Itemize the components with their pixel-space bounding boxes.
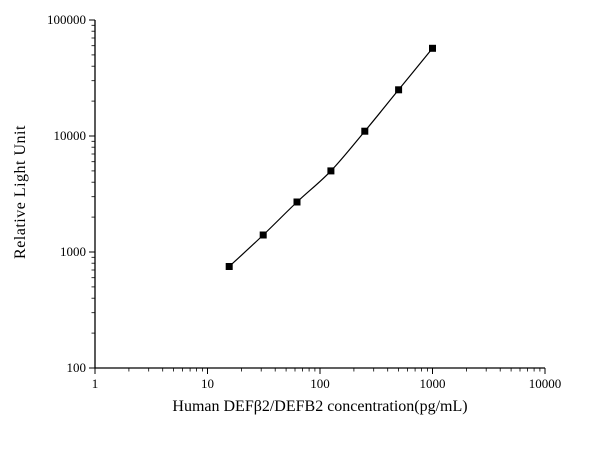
fit-curve (228, 47, 433, 267)
y-tick-label: 10000 (54, 128, 87, 143)
data-point-marker (429, 44, 436, 52)
x-tick-label: 1000 (420, 376, 446, 391)
x-tick-label: 10 (201, 376, 214, 391)
y-tick-label: 100000 (47, 12, 86, 27)
data-point-marker (259, 231, 267, 239)
x-axis-title: Human DEFβ2/DEFB2 concentration(pg/mL) (172, 398, 468, 415)
data-point-marker (293, 198, 301, 206)
axis-lines (94, 20, 545, 369)
y-tick-label: 1000 (60, 244, 86, 259)
data-point-marker (395, 86, 403, 94)
data-point-marker (327, 167, 335, 175)
x-tick-label: 100 (310, 376, 330, 391)
y-tick-label: 100 (67, 360, 87, 375)
data-point-marker (225, 263, 233, 270)
y-axis-title: Relative Light Unit (12, 125, 29, 259)
x-tick-label: 1 (92, 376, 99, 391)
x-tick-label: 10000 (529, 376, 562, 391)
data-point-marker (361, 127, 369, 135)
